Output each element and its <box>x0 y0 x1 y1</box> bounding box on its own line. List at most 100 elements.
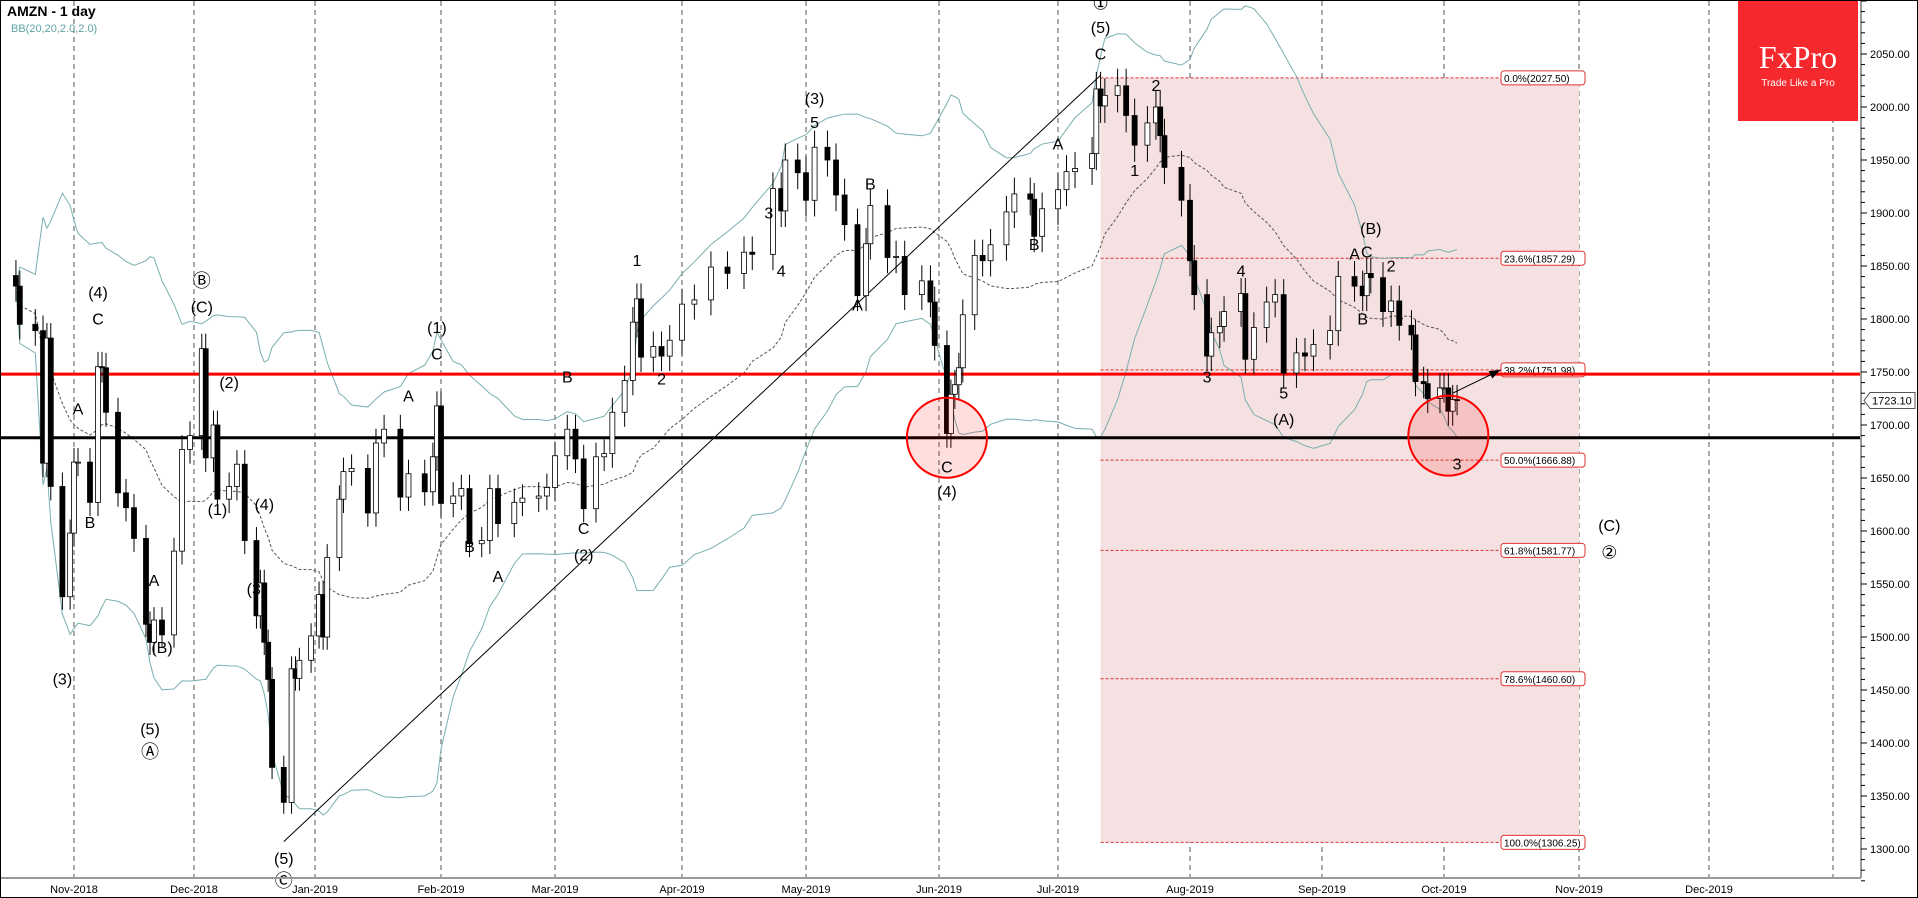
candle-body <box>931 301 938 346</box>
candle-body <box>123 492 129 509</box>
candle-body <box>1310 344 1317 357</box>
candle-body <box>794 159 801 174</box>
candle-body <box>1396 300 1403 326</box>
candle-body <box>666 339 673 357</box>
candle-body <box>458 488 465 497</box>
candle <box>1031 182 1038 253</box>
price-tick-label: 1950.00 <box>1870 155 1910 167</box>
candle <box>1263 286 1270 343</box>
wave-label: 3 <box>764 205 773 222</box>
candle-body <box>1351 276 1358 287</box>
timeframe-label: - 1 day <box>51 3 96 19</box>
candle <box>609 397 616 468</box>
candle <box>971 239 978 331</box>
candle-body <box>397 428 404 498</box>
candle-body <box>234 463 240 487</box>
date-tick-label: May-2019 <box>782 884 831 896</box>
candle-body <box>405 473 412 498</box>
wave-label: C <box>1361 245 1373 262</box>
candle <box>679 288 685 356</box>
candle <box>944 330 950 448</box>
price-tick-label: 1600.00 <box>1870 526 1910 538</box>
candle <box>1449 384 1456 426</box>
candle <box>1396 285 1403 341</box>
candle-body <box>1123 85 1130 116</box>
candle <box>918 265 925 311</box>
candle-body <box>1161 135 1168 168</box>
candle <box>955 352 962 400</box>
fib-level-label: 23.6%(1857.29) <box>1500 250 1586 266</box>
date-tick-label: Jul-2019 <box>1037 884 1079 896</box>
wave-label: A <box>493 569 504 586</box>
candle <box>854 208 861 312</box>
candle <box>1089 137 1095 185</box>
wave-label: (5) <box>140 722 160 739</box>
candle-body <box>348 468 355 473</box>
candle-body <box>918 280 925 296</box>
candle <box>572 414 579 474</box>
candle-body <box>1454 399 1460 402</box>
candle-body <box>1157 106 1164 137</box>
wave-label: B <box>865 177 876 194</box>
wave-label: B <box>562 370 573 387</box>
candle <box>381 414 387 458</box>
candle <box>893 240 899 274</box>
candle-body <box>1420 381 1427 385</box>
candle <box>1408 310 1415 351</box>
candle <box>811 130 818 217</box>
fib-label-box <box>1500 70 1586 86</box>
price-tick-label: 2000.00 <box>1870 102 1910 114</box>
fib-level-label: 0.0%(2027.50) <box>1500 70 1586 86</box>
candle <box>948 379 954 448</box>
candle-body <box>1178 167 1185 201</box>
candle-body <box>381 428 387 444</box>
candle <box>927 265 934 318</box>
candle <box>1327 315 1334 360</box>
candle-body <box>1187 199 1193 262</box>
candle-body <box>438 405 444 504</box>
fib-level-label: 78.6%(1460.60) <box>1500 671 1586 687</box>
wave-label: 2 <box>1151 78 1160 95</box>
candle <box>1412 319 1419 397</box>
candle-body <box>1250 327 1257 360</box>
last-price-label: 1723.10 <box>1872 396 1912 408</box>
fibonacci-zone <box>1100 77 1579 843</box>
candle-body <box>863 243 869 297</box>
candle-body <box>854 224 861 297</box>
candle <box>1072 152 1078 189</box>
candle-body <box>593 456 599 510</box>
candle-body <box>1114 85 1121 96</box>
candle <box>123 478 129 522</box>
candle <box>833 143 839 212</box>
candle <box>159 607 165 648</box>
candle <box>1131 98 1138 162</box>
candle-body <box>1221 311 1227 327</box>
candle <box>782 143 789 228</box>
candle-body <box>308 635 314 661</box>
candle <box>1039 192 1046 253</box>
wave-label: (C) <box>1598 518 1620 535</box>
wave-label: A <box>403 389 414 406</box>
highlight-circle <box>1407 394 1490 477</box>
candle-body <box>373 442 379 514</box>
wave-label: 1 <box>632 253 641 270</box>
candle-body <box>1437 387 1443 399</box>
wave-label: A <box>149 573 160 590</box>
candle <box>1310 329 1317 372</box>
candle <box>1221 296 1227 342</box>
date-tick-label: Dec-2018 <box>170 884 218 896</box>
candle-body <box>511 501 518 524</box>
candle <box>901 240 908 311</box>
candle-body <box>103 367 109 413</box>
candle <box>1351 260 1358 302</box>
candle-body <box>1363 273 1370 297</box>
fib-label-box <box>1500 671 1586 687</box>
candle-body <box>151 619 157 643</box>
bollinger-upper <box>15 5 1458 423</box>
candle-body <box>987 244 994 262</box>
candle-body <box>1144 122 1151 146</box>
fib-label-text: 38.2%(1751.98) <box>1504 366 1575 377</box>
price-tick-label: 1550.00 <box>1870 579 1910 591</box>
wave-label: B <box>464 539 475 556</box>
candle-body <box>429 456 436 493</box>
